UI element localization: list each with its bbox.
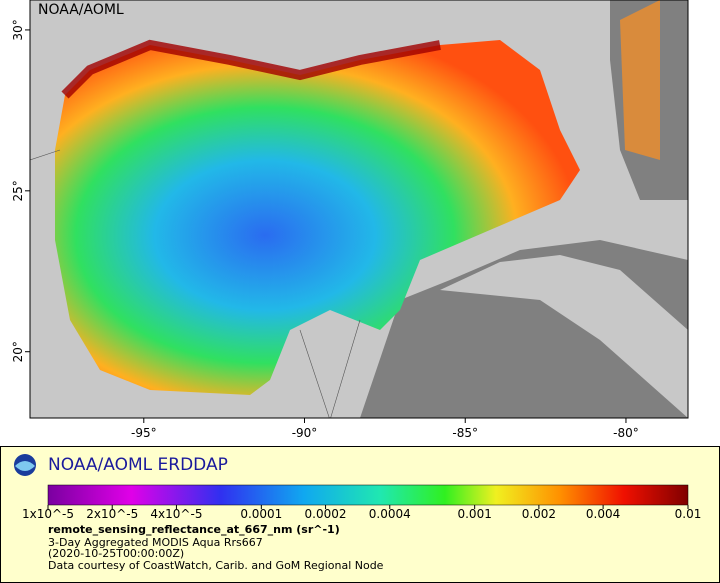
x-tick-label: -85° <box>452 426 478 440</box>
atlantic-data <box>620 0 660 160</box>
colorbar-tick-label: 0.004 <box>586 507 620 521</box>
noaa-logo-wave <box>15 461 35 471</box>
y-tick-label: 25° <box>11 180 25 201</box>
colorbar-tick-label: 4x10^-5 <box>150 507 202 521</box>
legend-title: NOAA/AOML ERDDAP <box>48 455 228 475</box>
colorbar-tick-label: 0.002 <box>522 507 556 521</box>
cuba <box>440 255 688 418</box>
colorbar <box>47 484 689 506</box>
map-frame <box>29 0 689 419</box>
colorbar-tick-label: 0.0002 <box>305 507 347 521</box>
time: (2020-10-25T00:00:00Z) <box>48 547 184 560</box>
coastal-band <box>61 39 441 99</box>
colorbar-tick-label: 2x10^-5 <box>86 507 138 521</box>
x-tick-label: -95° <box>131 426 157 440</box>
courtesy: Data courtesy of CoastWatch, Carib. and … <box>48 559 384 572</box>
dataset: 3-Day Aggregated MODIS Aqua Rrs667 <box>48 536 263 549</box>
map-credit: NOAA/AOML <box>38 2 124 18</box>
variable: remote_sensing_reflectance_at_667_nm (sr… <box>48 523 340 536</box>
colorbar-tick-label: 0.001 <box>457 507 491 521</box>
gulf-reflectance <box>55 40 580 395</box>
colorbar-tick-label: 0.0004 <box>369 507 411 521</box>
colorbar-tick-label: 0.0001 <box>240 507 282 521</box>
colorbar-tick-label: 0.01 <box>675 507 702 521</box>
y-tick-label: 20° <box>11 341 25 362</box>
legend-panel <box>0 446 720 583</box>
x-tick-label: -80° <box>613 426 639 440</box>
colorbar-tick-label: 1x10^-5 <box>22 507 74 521</box>
map: NOAA/AOML <box>30 0 688 418</box>
x-tick-label: -90° <box>292 426 318 440</box>
y-tick-label: 30° <box>11 19 25 40</box>
borders <box>30 149 361 418</box>
